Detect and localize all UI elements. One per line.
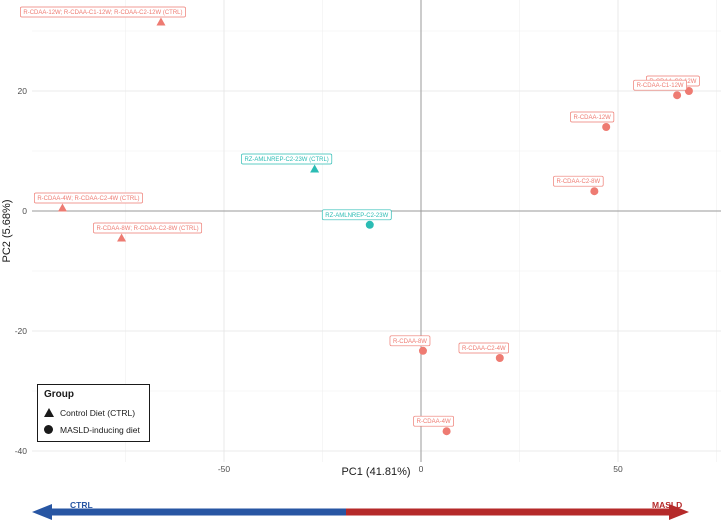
y-tick-label: -40: [15, 446, 28, 456]
y-axis-title: PC2 (5.68%): [1, 200, 13, 263]
ctrl-arrow-head: [32, 504, 52, 520]
point-label-box: [33, 192, 143, 204]
legend-title: Group: [44, 389, 74, 400]
x-axis-title: PC1 (41.81%): [341, 466, 410, 478]
legend: Group Control Diet (CTRL) MASLD-inducing…: [37, 384, 150, 442]
point-label-box: [321, 209, 392, 221]
point-label: R-CDAA-C2-4W: [462, 346, 506, 352]
point-circle: [495, 354, 504, 362]
point-label-box: [241, 153, 333, 165]
legend-label-masld: MASLD-inducing diet: [60, 425, 140, 435]
point-label: R-CDAA-8W; R-CDAA-C2-8W (CTRL): [96, 226, 198, 232]
point-triangle: [117, 233, 127, 242]
legend-label-ctrl: Control Diet (CTRL): [60, 408, 136, 418]
point-label-box: [413, 415, 454, 427]
point-triangle: [310, 164, 320, 173]
point-circle: [590, 187, 599, 196]
ctrl-arrow-label: CTRL: [70, 500, 93, 510]
point-triangle: [156, 17, 166, 26]
point-label: R-CDAA-12W; R-CDAA-C1-12W; R-CDAA-C2-12W…: [23, 10, 182, 16]
point-label-box: [93, 222, 203, 234]
y-tick-label: -20: [15, 326, 28, 336]
point-label-box: [633, 79, 687, 91]
point-label: R-CDAA-12W: [574, 115, 612, 121]
y-tick-label: 0: [22, 206, 27, 216]
x-tick-label: -50: [218, 464, 231, 474]
point-label-box: [458, 342, 509, 354]
y-tick-label: 20: [18, 86, 28, 96]
legend-item-masld: MASLD-inducing diet: [44, 425, 140, 435]
circle-icon: [44, 425, 54, 435]
point-label-box: [553, 175, 604, 187]
point-circle: [365, 220, 374, 229]
point-label: R-CDAA-C1-12W: [637, 83, 684, 89]
point-label: R-CDAA-8W: [393, 339, 427, 345]
x-tick-label: 0: [419, 464, 424, 474]
masld-arrow-bar: [346, 508, 671, 516]
point-circle: [673, 91, 682, 100]
point-label: RZ-AMLNREP-C2-23W (CTRL): [244, 157, 328, 163]
point-circle: [418, 346, 427, 355]
legend-item-ctrl: Control Diet (CTRL): [44, 408, 135, 418]
point-label-box: [389, 335, 431, 347]
masld-arrow-head: [669, 504, 689, 520]
point-label-box: [20, 6, 186, 18]
point-triangle: [57, 203, 67, 212]
ctrl-arrow-bar: [48, 508, 346, 516]
point-circle: [442, 427, 451, 436]
point-label: R-CDAA-C2-8W: [557, 179, 601, 185]
masld-arrow-label: MASLD: [652, 500, 683, 510]
point-label: RZ-AMLNREP-C2-23W: [325, 213, 388, 219]
point-label: R-CDAA-4W: [417, 419, 451, 425]
point-circle: [602, 123, 611, 131]
point-label: R-CDAA-4W; R-CDAA-C2-4W (CTRL): [37, 196, 139, 202]
triangle-icon: [44, 408, 54, 418]
x-tick-label: 50: [613, 464, 623, 474]
point-label-box: [570, 111, 615, 123]
